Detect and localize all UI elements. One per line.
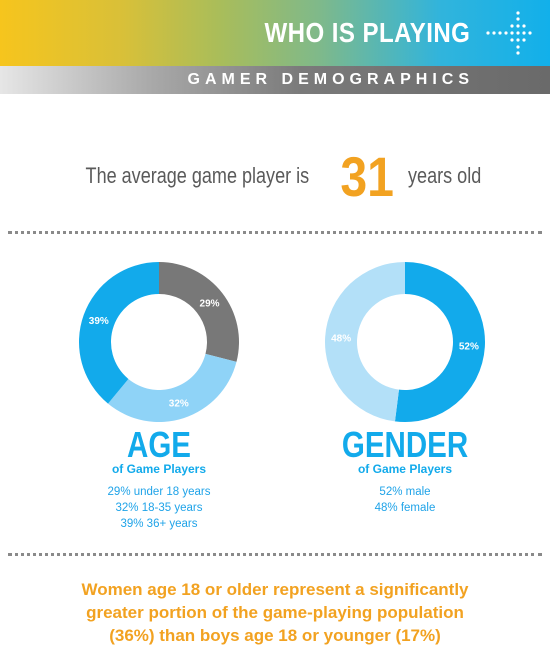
gender-legend-item: 52% male [379, 486, 431, 498]
dotted-arrow-icon [486, 11, 532, 55]
header-banner: WHO IS PLAYING [0, 0, 550, 66]
gender-slice-label-1: 52% [459, 342, 479, 353]
age-slice-label-3: 39% [89, 316, 109, 327]
age-panel: AGE of Game Players 29% under 18 years 3… [49, 426, 269, 532]
subheader-bar: GAMER DEMOGRAPHICS [0, 66, 550, 94]
footer-line: Women age 18 or older represent a signif… [81, 580, 469, 599]
footer-line: greater portion of the game-playing popu… [86, 603, 464, 622]
footer-line: (36%) than boys age 18 or younger (17%) [109, 626, 441, 645]
gender-slice-label-2: 48% [331, 333, 351, 344]
gender-donut-chart: 52% 48% [325, 262, 485, 422]
age-legend-item: 32% 18-35 years [115, 502, 203, 514]
gender-subtitle: of Game Players [357, 462, 453, 476]
average-age-value: 31 [339, 144, 394, 208]
age-slice-label-2: 32% [169, 398, 189, 409]
age-slice-1 [159, 262, 239, 362]
banner-title: WHO IS PLAYING [264, 17, 470, 48]
age-slice-3 [79, 262, 159, 404]
age-slice-label-1: 29% [200, 298, 220, 309]
dotted-divider-bottom [8, 553, 542, 556]
gender-panel: GENDER of Game Players 52% male 48% fema… [295, 426, 515, 516]
age-legend-item: 39% 36+ years [120, 518, 198, 530]
gender-legend-item: 48% female [374, 502, 436, 514]
age-subtitle: of Game Players [111, 462, 207, 476]
dotted-divider-top [8, 231, 542, 234]
age-slice-2 [108, 353, 237, 422]
gender-slice-1 [394, 262, 485, 422]
gender-title: GENDER [341, 424, 469, 465]
gender-slice-2 [325, 262, 405, 422]
headline-prefix: The average game player is [85, 163, 310, 188]
age-donut-chart: 29% 32% 39% [79, 262, 239, 422]
age-title: AGE [127, 424, 191, 465]
average-age-headline: The average game player is 31 years old [0, 144, 550, 208]
footer-statement: Women age 18 or older represent a signif… [0, 578, 550, 647]
age-legend-item: 29% under 18 years [107, 486, 211, 498]
headline-suffix: years old [407, 163, 482, 188]
subheader-title: GAMER DEMOGRAPHICS [187, 71, 474, 88]
